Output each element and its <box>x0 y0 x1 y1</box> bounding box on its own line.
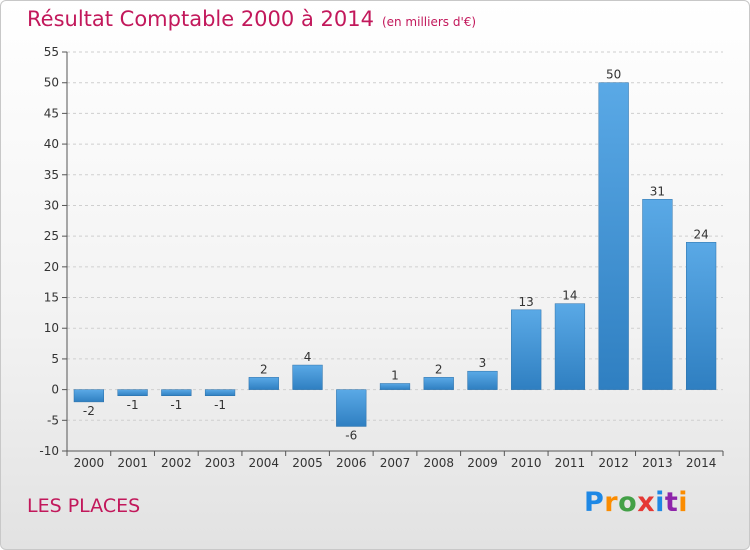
x-tick-label: 2007 <box>380 456 411 470</box>
logo-letter: i <box>655 487 665 518</box>
y-tick-label: 55 <box>44 45 59 59</box>
y-tick-label: 50 <box>44 76 59 90</box>
data-label: 1 <box>391 368 399 382</box>
data-label: -1 <box>214 398 226 412</box>
data-label: 24 <box>693 227 708 241</box>
chart-title: Résultat Comptable 2000 à 2014 (en millie… <box>27 7 476 31</box>
data-label: 2 <box>435 362 443 376</box>
bar <box>423 377 454 390</box>
data-label: 2 <box>260 362 268 376</box>
y-tick-label: 20 <box>44 260 59 274</box>
bar <box>117 389 148 397</box>
bar <box>379 383 411 390</box>
y-tick-label: 45 <box>44 106 59 120</box>
x-tick-label: 2011 <box>555 456 586 470</box>
place-name: LES PLACES <box>27 495 141 517</box>
x-tick-label: 2013 <box>642 456 673 470</box>
bar <box>511 309 542 390</box>
y-tick-label: 0 <box>51 383 59 397</box>
logo-letter: r <box>604 487 619 518</box>
y-tick-label: 35 <box>44 168 59 182</box>
x-tick-label: 2004 <box>249 456 280 470</box>
x-tick-label: 2009 <box>467 456 498 470</box>
bar <box>204 389 236 397</box>
chart-title-text: Résultat Comptable 2000 à 2014 <box>27 7 374 31</box>
data-label: 31 <box>650 184 665 198</box>
data-label: 3 <box>479 356 487 370</box>
bar <box>292 364 323 390</box>
x-tick-label: 2006 <box>336 456 367 470</box>
bar <box>248 377 279 390</box>
data-label: -6 <box>345 428 357 442</box>
y-tick-label: 40 <box>44 137 59 151</box>
bar <box>161 389 192 397</box>
x-tick-label: 2008 <box>423 456 454 470</box>
bar <box>467 370 498 390</box>
y-tick-label: 30 <box>44 198 59 212</box>
proxiti-logo[interactable]: Proxiti <box>584 487 688 518</box>
y-tick-label: 25 <box>44 229 59 243</box>
data-label: -2 <box>83 404 95 418</box>
logo-letter: o <box>618 487 638 518</box>
x-tick-label: 2005 <box>292 456 323 470</box>
data-label: -1 <box>127 398 139 412</box>
logo-letter: P <box>584 487 605 518</box>
bar <box>686 242 717 390</box>
x-tick-label: 2001 <box>117 456 148 470</box>
y-tick-label: -5 <box>47 413 59 427</box>
y-tick-label: 15 <box>44 291 59 305</box>
bar <box>598 82 629 390</box>
y-tick-label: 10 <box>44 321 59 335</box>
x-tick-label: 2002 <box>161 456 192 470</box>
x-tick-label: 2000 <box>74 456 105 470</box>
data-label: 14 <box>562 289 577 303</box>
data-label: 13 <box>519 295 534 309</box>
x-tick-label: 2010 <box>511 456 542 470</box>
y-tick-label: -10 <box>39 444 59 458</box>
data-label: -1 <box>170 398 182 412</box>
chart-subtitle: (en milliers d'€) <box>381 15 477 29</box>
bar <box>73 389 104 403</box>
bar <box>554 303 586 390</box>
logo-letter: x <box>637 487 656 518</box>
x-tick-label: 2012 <box>598 456 629 470</box>
bar <box>642 199 673 390</box>
data-label: 50 <box>606 68 621 82</box>
logo-letter: i <box>678 487 689 518</box>
x-tick-label: 2014 <box>686 456 717 470</box>
data-label: 4 <box>304 350 312 364</box>
logo-letter: t <box>664 487 679 518</box>
bar <box>336 389 367 427</box>
y-tick-label: 5 <box>51 352 59 366</box>
x-tick-label: 2003 <box>205 456 236 470</box>
